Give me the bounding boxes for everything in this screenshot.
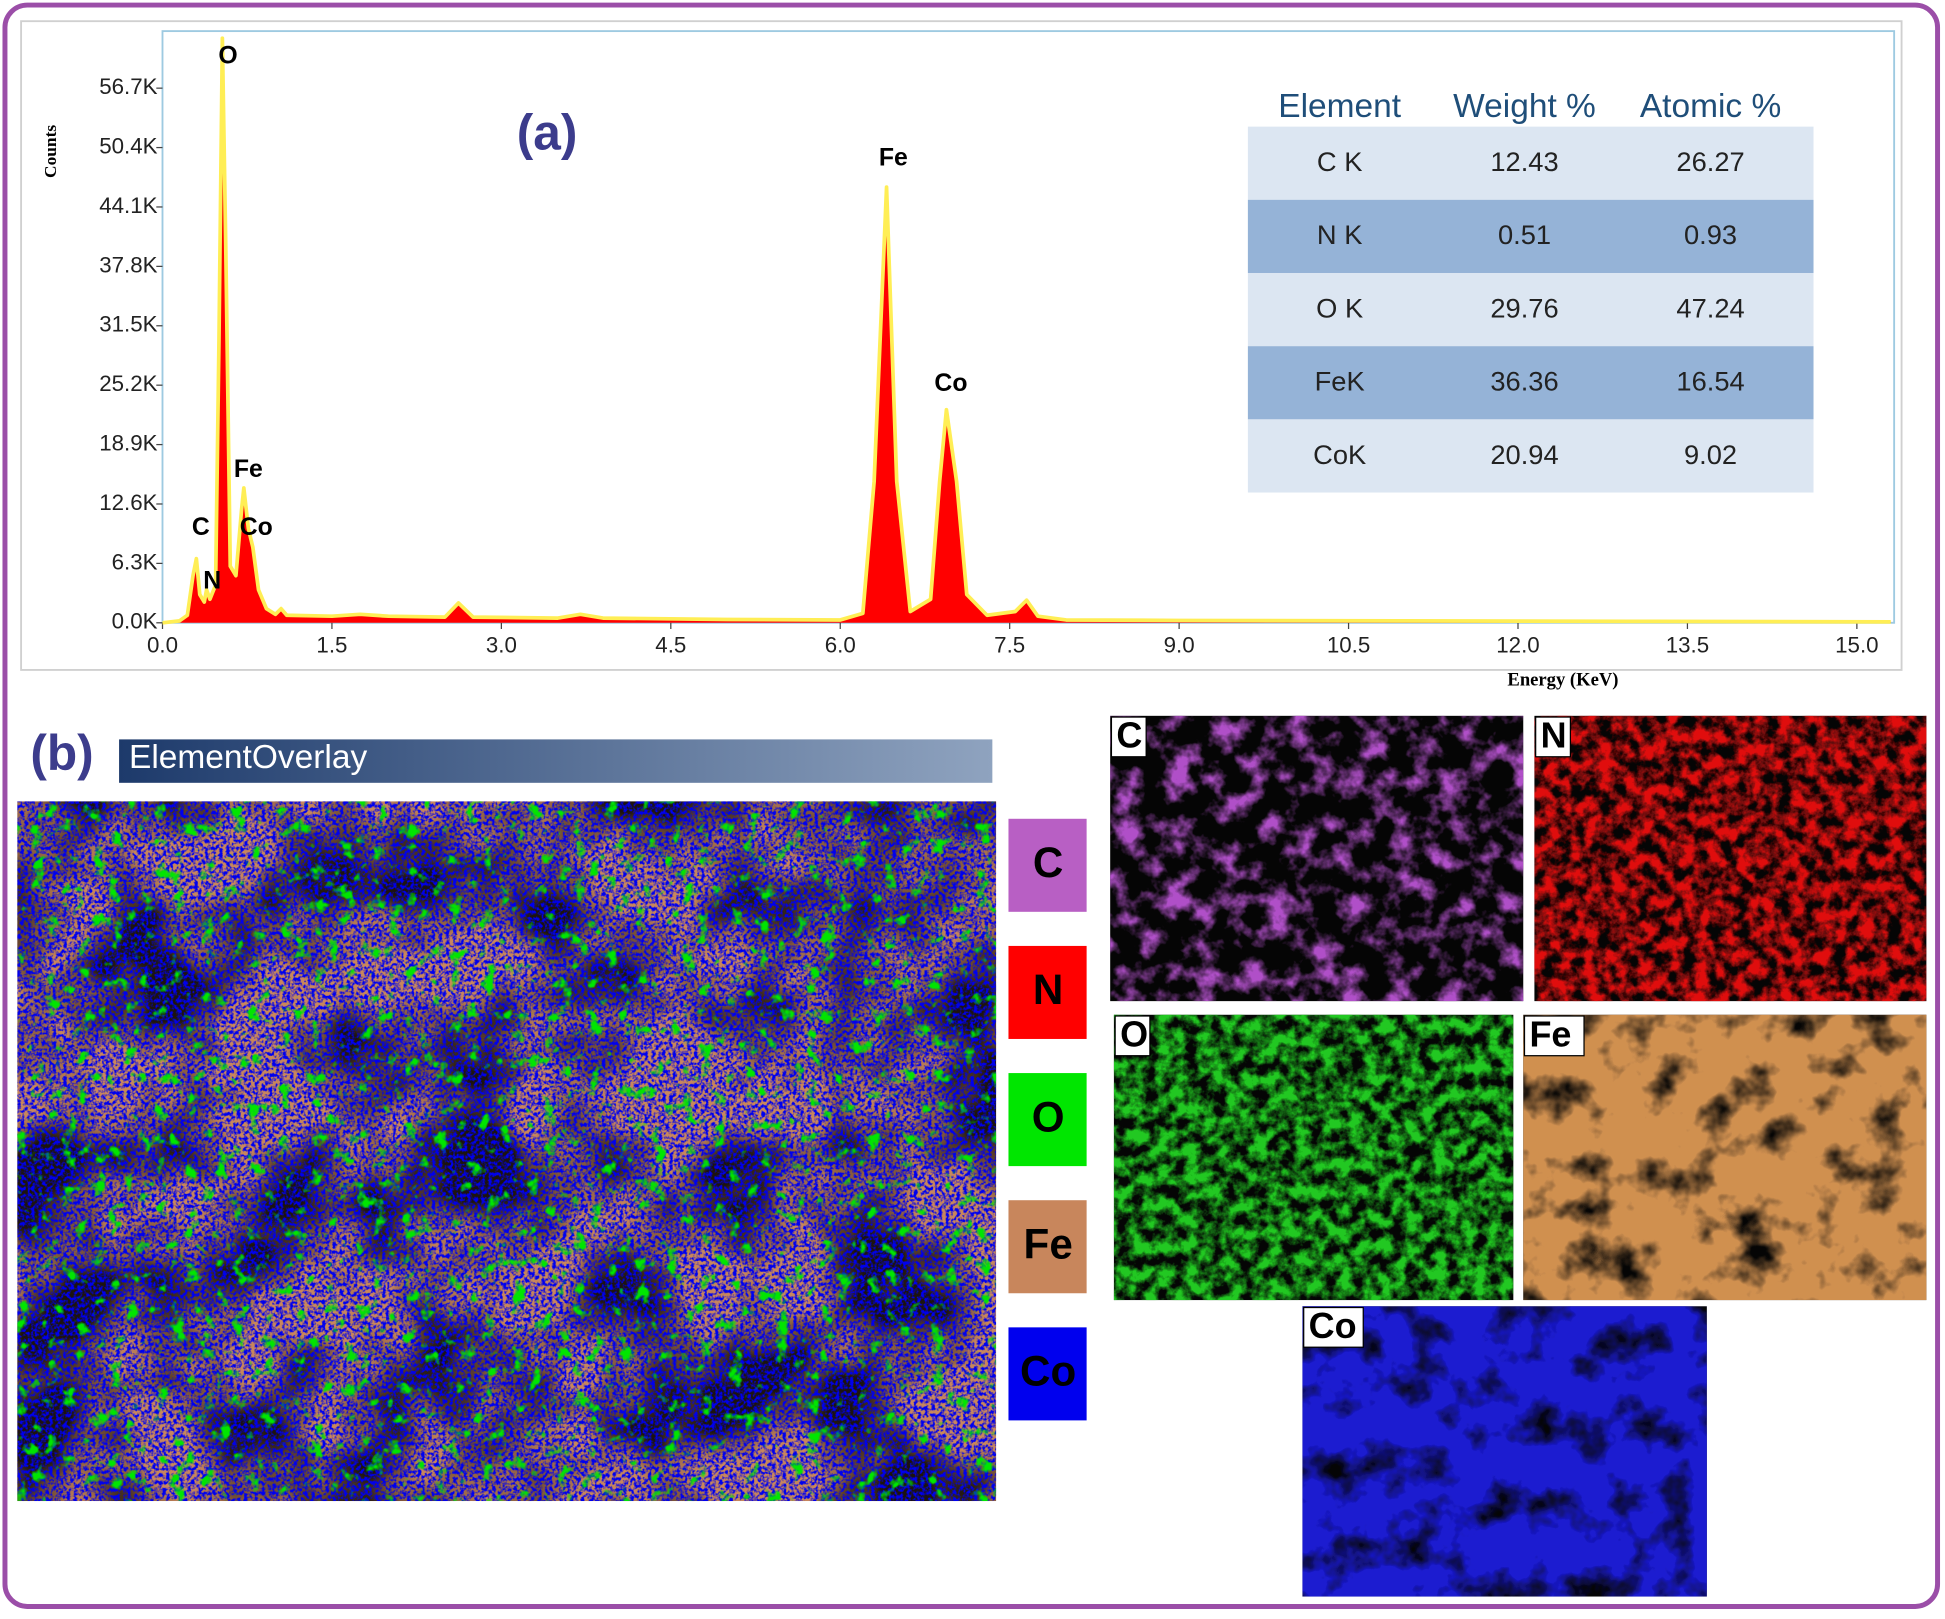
table-cell: 36.36 [1490,366,1558,397]
legend: C N O Fe Co [1008,818,1087,1421]
map-label: Co [1309,1305,1357,1346]
y-tick-label: 18.9K [99,430,157,455]
x-tick-label: 9.0 [1164,632,1195,657]
legend-swatch [1008,945,1087,1039]
map-signal [1534,715,1927,1002]
x-axis-label: Energy (KeV) [1507,669,1618,690]
legend-label: Co [1020,1348,1076,1395]
y-axis-label: Counts [41,125,60,178]
table-cell: 0.51 [1498,219,1551,250]
overlay-map [17,801,997,1502]
legend-swatch [1008,818,1087,912]
y-tick-label: 37.8K [99,252,157,277]
peak-label: Fe [879,144,908,171]
table-cell: C K [1317,146,1362,177]
table-cell: 0.93 [1684,219,1737,250]
overlay-title-bar [119,739,993,783]
table-cell: N K [1317,219,1362,250]
map-label-box [1303,1306,1364,1348]
table-row [1247,346,1814,420]
table-cell: O K [1316,292,1363,323]
legend-swatch [1008,1200,1087,1294]
table-row [1247,272,1814,347]
x-tick-label: 10.5 [1327,632,1370,657]
table-cell: 16.54 [1676,366,1744,397]
x-tick-label: 13.5 [1666,632,1709,657]
table-cell: 29.76 [1490,292,1558,323]
panel-b-label: (b) [30,725,93,781]
y-tick-label: 6.3K [112,549,158,574]
x-tick-label: 1.5 [316,632,347,657]
x-tick-label: 7.5 [994,632,1025,657]
peak-label: Fe [234,456,263,483]
y-tick-label: 50.4K [99,133,157,158]
panel-a-label: (a) [517,105,578,161]
map-label-box [1535,716,1572,758]
table-cell: 9.02 [1684,439,1737,470]
table-cell: CoK [1313,439,1366,470]
x-tick-label: 6.0 [825,632,856,657]
map-label: O [1120,1014,1148,1055]
map-signal [1302,1306,1707,1597]
map-label-box [1114,1015,1151,1057]
y-tick-label: 56.7K [99,74,157,99]
map-signal [1113,1014,1514,1301]
legend-label: N [1033,966,1063,1013]
legend-label: C [1033,839,1063,886]
table-row [1247,419,1814,493]
map-label: C [1116,715,1142,756]
peak-label: Co [240,514,273,541]
legend-swatch [1008,1327,1087,1421]
table-cell: 12.43 [1490,146,1558,177]
element-maps: C N O Fe Co [1110,715,1927,1597]
table-cell: FeK [1315,366,1365,397]
y-tick-label: 25.2K [99,371,157,396]
x-tick-label: 0.0 [147,632,178,657]
table-header: Weight % [1453,88,1596,125]
table-cell: 47.24 [1676,292,1744,323]
table-row [1247,126,1814,200]
map-signal [1523,1014,1927,1301]
legend-swatch [1008,1073,1087,1167]
peak-label: O [218,43,237,70]
y-tick-label: 31.5K [99,312,157,337]
y-tick-label: 12.6K [99,490,157,515]
map-signal [1110,715,1524,1002]
overlay-title: ElementOverlay [129,739,367,776]
map-label-box [1110,716,1147,758]
map-label-box [1523,1015,1585,1057]
legend-label: O [1032,1093,1065,1140]
x-tick-label: 3.0 [486,632,517,657]
peak-label: N [203,567,221,594]
y-tick-label: 0.0K [112,609,158,634]
table-header: Atomic % [1640,88,1781,125]
table-cell: 20.94 [1490,439,1558,470]
table-row [1247,199,1814,273]
y-tick-label: 44.1K [99,193,157,218]
peak-label: C [192,514,210,541]
map-label: Fe [1529,1014,1571,1055]
spectrum-edge [162,36,1891,625]
composition-table: Element Weight % Atomic % C K 12.43 26.27 N K 0… [1247,88,1814,493]
table-header: Element [1278,88,1402,125]
x-tick-label: 4.5 [655,632,686,657]
table-cell: 26.27 [1676,146,1744,177]
overlay-o [17,801,997,1502]
x-tick-label: 15.0 [1835,632,1878,657]
x-tick-label: 12.0 [1496,632,1539,657]
peak-label: Co [934,370,967,397]
map-label: N [1541,715,1567,756]
legend-label: Fe [1024,1220,1073,1267]
